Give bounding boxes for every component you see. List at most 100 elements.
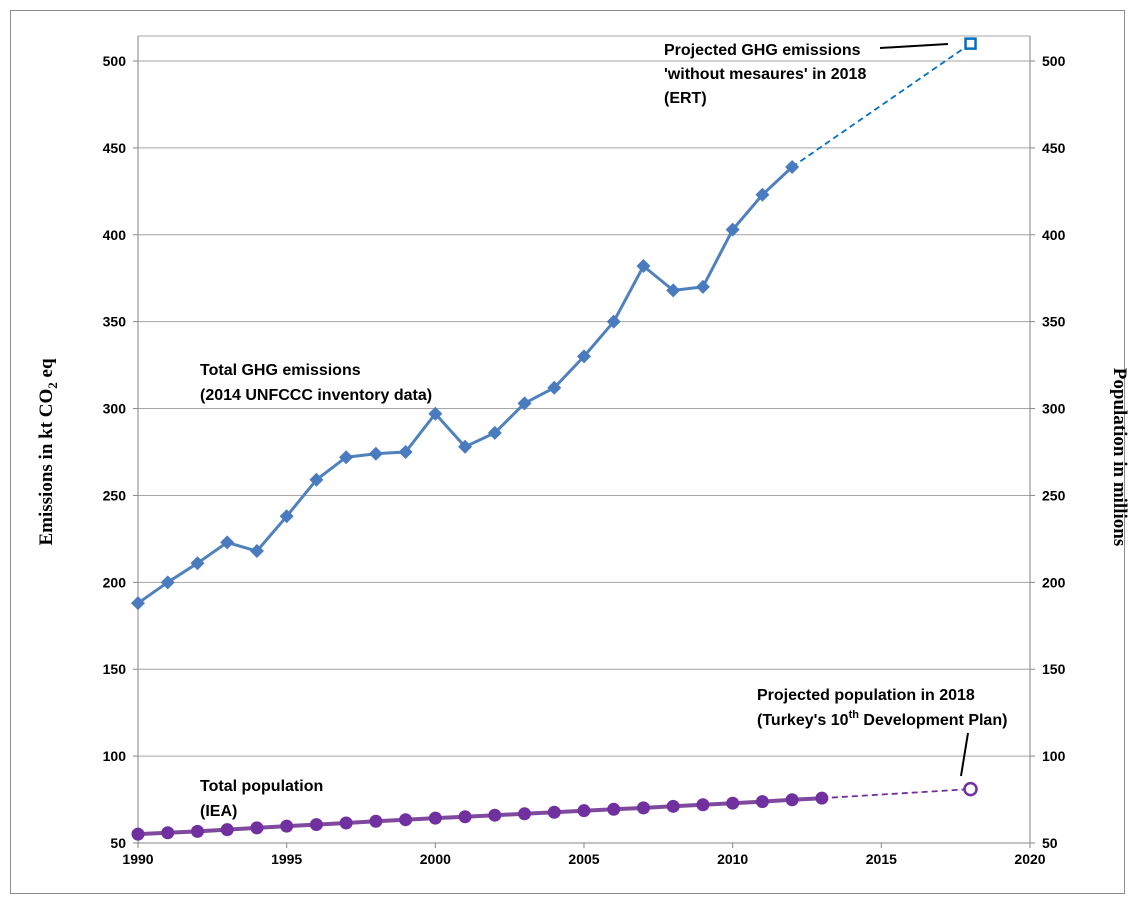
point-emissions-2004 bbox=[547, 380, 562, 395]
proj-emissions-label-line2: 'without mesaures' in 2018 bbox=[664, 66, 866, 83]
point-population-2003 bbox=[518, 807, 532, 821]
x-tick-label-2015: 2015 bbox=[866, 851, 897, 867]
point-population-2005 bbox=[577, 804, 591, 818]
point-population-2001 bbox=[458, 810, 472, 824]
y-tick-label-left-500: 500 bbox=[103, 53, 127, 69]
y-axis-title-left-post: eq bbox=[36, 358, 57, 382]
x-tick-label-2005: 2005 bbox=[568, 851, 599, 867]
x-tick-label-2010: 2010 bbox=[717, 851, 748, 867]
point-emissions-1999 bbox=[398, 445, 413, 459]
y-tick-label-right-250: 250 bbox=[1042, 487, 1066, 503]
x-tick-label-1995: 1995 bbox=[271, 851, 302, 867]
point-population-2006 bbox=[607, 802, 621, 816]
point-population-2010 bbox=[726, 796, 740, 810]
y-tick-label-left-450: 450 bbox=[103, 140, 127, 156]
y-tick-label-left-100: 100 bbox=[103, 748, 127, 764]
point-population-1996 bbox=[309, 818, 323, 832]
projection-lines bbox=[791, 42, 972, 800]
point-emissions-1994 bbox=[249, 544, 264, 559]
series-line-emissions bbox=[137, 165, 794, 605]
point-population-2004 bbox=[547, 805, 561, 819]
point-population-2011 bbox=[755, 795, 769, 809]
point-population-2009 bbox=[696, 798, 710, 812]
point-emissions-2002 bbox=[487, 425, 502, 440]
proj-emissions-label-line1: Projected GHG emissions bbox=[664, 42, 861, 59]
point-population-1997 bbox=[339, 816, 353, 830]
proj-population-label-line1: Projected population in 2018 bbox=[757, 687, 975, 704]
y-tick-label-left-150: 150 bbox=[103, 661, 127, 677]
proj-population-label-line2: (Turkey's 10th Development Plan) bbox=[757, 709, 1007, 729]
y-tick-label-right-350: 350 bbox=[1042, 314, 1066, 330]
point-emissions-1990 bbox=[131, 596, 145, 611]
y-tick-label-left-50: 50 bbox=[110, 835, 126, 851]
proj-population-leader-line bbox=[960, 732, 969, 777]
annotations: Total GHG emissions (2014 UNFCCC invento… bbox=[200, 42, 1007, 820]
point-population-2013 bbox=[815, 791, 829, 805]
projected-point-population-2018 bbox=[963, 781, 978, 797]
data-series bbox=[131, 37, 978, 841]
axes bbox=[133, 36, 1035, 848]
population-label-line1: Total population bbox=[200, 778, 323, 795]
point-emissions-2005 bbox=[577, 349, 591, 364]
point-emissions-1993 bbox=[220, 535, 235, 550]
y-tick-label-left-200: 200 bbox=[103, 574, 127, 590]
point-emissions-2000 bbox=[428, 406, 443, 421]
projected-point-emissions-2018 bbox=[964, 37, 977, 50]
y-tick-label-left-300: 300 bbox=[103, 401, 127, 417]
point-population-1995 bbox=[280, 819, 294, 833]
point-population-1990 bbox=[131, 827, 145, 841]
y-tick-label-right-50: 50 bbox=[1042, 835, 1058, 851]
point-emissions-2009 bbox=[695, 279, 710, 294]
point-population-1992 bbox=[190, 824, 204, 838]
point-population-1991 bbox=[161, 826, 175, 840]
point-emissions-2001 bbox=[458, 439, 473, 454]
point-population-1998 bbox=[369, 814, 383, 828]
chart-frame bbox=[10, 10, 1125, 894]
proj-population-label-sup: th bbox=[849, 709, 860, 721]
point-population-1993 bbox=[220, 823, 234, 837]
point-emissions-1998 bbox=[368, 446, 383, 461]
x-tick-label-2000: 2000 bbox=[420, 851, 451, 867]
point-emissions-2006 bbox=[606, 314, 621, 329]
point-emissions-1992 bbox=[190, 556, 205, 571]
point-emissions-2010 bbox=[725, 222, 740, 237]
y-tick-label-left-400: 400 bbox=[103, 227, 127, 243]
x-tick-labels: 1990 1995 2000 2005 2010 2015 2020 bbox=[122, 851, 1045, 867]
y-tick-label-right-100: 100 bbox=[1042, 748, 1066, 764]
y-tick-labels-right: 50 100 150 200 250 300 350 400 450 500 bbox=[1042, 53, 1066, 851]
point-emissions-2011 bbox=[755, 187, 770, 202]
proj-emissions-leader-line bbox=[879, 43, 949, 49]
proj-population-label-pre: (Turkey's 10 bbox=[757, 712, 849, 729]
emissions-label-line1: Total GHG emissions bbox=[200, 362, 361, 379]
y-axis-title-left-pre: Emissions in kt CO bbox=[36, 389, 57, 546]
y-tick-label-right-150: 150 bbox=[1042, 661, 1066, 677]
point-population-2008 bbox=[666, 799, 680, 813]
point-emissions-2008 bbox=[666, 283, 681, 298]
projection-line-emissions bbox=[791, 42, 972, 168]
proj-population-label-post: Development Plan) bbox=[859, 712, 1007, 729]
y-axis-title-left-sub: 2 bbox=[45, 382, 60, 389]
point-emissions-1991 bbox=[160, 575, 175, 590]
emissions-label-line2: (2014 UNFCCC inventory data) bbox=[200, 387, 432, 404]
y-tick-label-left-350: 350 bbox=[103, 314, 127, 330]
point-population-2000 bbox=[428, 811, 442, 825]
y-tick-label-right-200: 200 bbox=[1042, 574, 1066, 590]
series-line-population bbox=[137, 796, 823, 837]
y-axis-title-right: Population in millions bbox=[1109, 368, 1130, 546]
y-tick-label-right-500: 500 bbox=[1042, 53, 1066, 69]
point-emissions-1997 bbox=[339, 450, 354, 465]
point-population-2002 bbox=[488, 808, 502, 822]
point-population-2012 bbox=[785, 793, 799, 807]
y-tick-label-right-450: 450 bbox=[1042, 140, 1066, 156]
point-emissions-2007 bbox=[636, 259, 651, 274]
proj-emissions-label-line3: (ERT) bbox=[664, 90, 707, 107]
y-tick-label-right-400: 400 bbox=[1042, 227, 1066, 243]
y-tick-label-right-300: 300 bbox=[1042, 401, 1066, 417]
y-tick-labels-left: 50 100 150 200 250 300 350 400 450 500 bbox=[103, 53, 127, 851]
x-tick-label-1990: 1990 bbox=[122, 851, 153, 867]
point-population-1994 bbox=[250, 821, 264, 835]
point-population-2007 bbox=[636, 801, 650, 815]
point-population-1999 bbox=[399, 813, 413, 827]
point-emissions-1996 bbox=[309, 472, 324, 487]
